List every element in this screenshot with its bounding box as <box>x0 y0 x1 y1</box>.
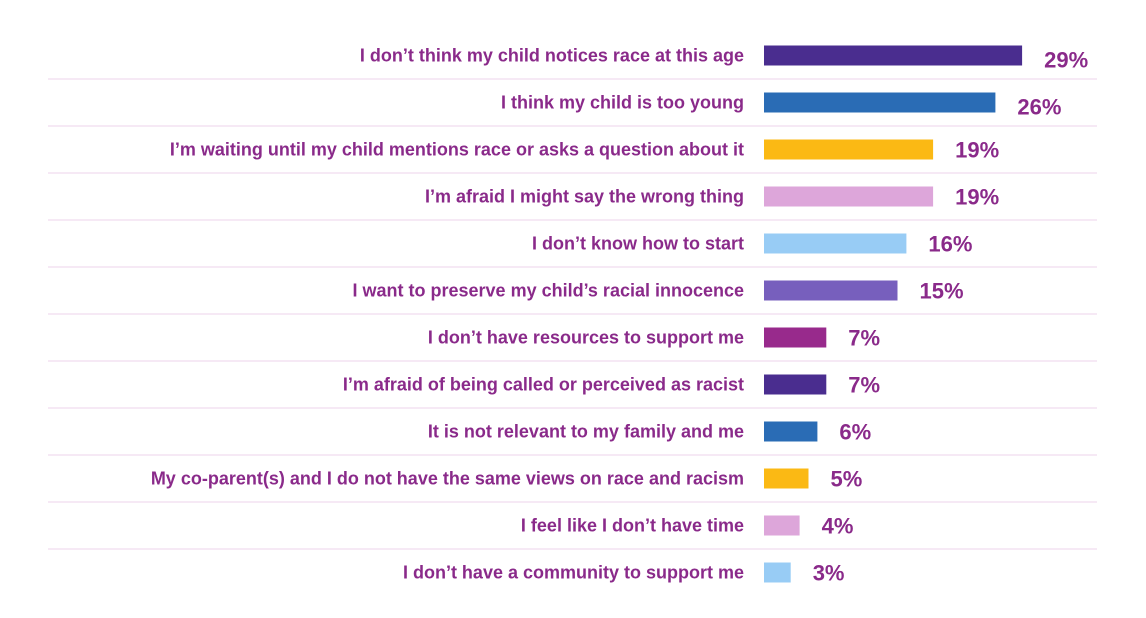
value-label: 15% <box>920 279 964 304</box>
bar <box>764 562 791 583</box>
value-label: 6% <box>839 420 871 445</box>
category-label: My co-parent(s) and I do not have the sa… <box>151 469 744 489</box>
category-label: I’m waiting until my child mentions race… <box>170 140 744 160</box>
value-label: 7% <box>848 326 880 351</box>
value-labels: 29% 26% 19% 19% 16% 15% 7% 7% 6% 5% 4% 3% <box>813 48 1088 586</box>
category-label: I don’t have a community to support me <box>403 563 744 583</box>
category-label: I want to preserve my child’s racial inn… <box>353 281 744 301</box>
bar <box>764 327 827 348</box>
value-label: 19% <box>955 185 999 210</box>
bar <box>764 515 800 536</box>
bar <box>764 186 934 207</box>
value-label: 19% <box>955 138 999 163</box>
category-label: I don’t have resources to support me <box>428 328 744 348</box>
value-label: 5% <box>831 467 863 492</box>
value-label: 26% <box>1017 95 1061 120</box>
category-labels: I don’t think my child notices race at t… <box>151 46 744 583</box>
bars <box>764 45 1023 583</box>
bar <box>764 233 907 254</box>
category-label: I think my child is too young <box>501 93 744 113</box>
value-label: 3% <box>813 561 845 586</box>
bar <box>764 139 934 160</box>
bar <box>764 421 818 442</box>
category-label: It is not relevant to my family and me <box>428 422 744 442</box>
value-label: 29% <box>1044 48 1088 73</box>
bar <box>764 468 809 489</box>
category-label: I feel like I don’t have time <box>521 516 744 536</box>
value-label: 7% <box>848 373 880 398</box>
bar <box>764 374 827 395</box>
category-label: I’m afraid of being called or perceived … <box>343 375 744 395</box>
value-label: 16% <box>928 232 972 257</box>
category-label: I’m afraid I might say the wrong thing <box>425 187 744 207</box>
value-label: 4% <box>822 514 854 539</box>
bar <box>764 45 1023 66</box>
bar <box>764 92 996 113</box>
bar <box>764 280 898 301</box>
category-label: I don’t think my child notices race at t… <box>360 46 744 66</box>
category-label: I don’t know how to start <box>532 234 744 254</box>
row-dividers <box>48 78 1097 550</box>
